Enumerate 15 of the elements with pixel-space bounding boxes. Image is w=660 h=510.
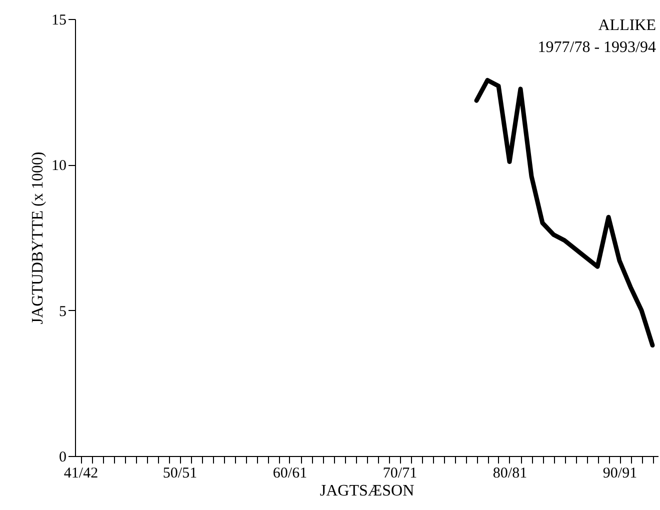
y-tick-label: 0	[59, 450, 66, 466]
y-tick-label: 15	[52, 12, 66, 28]
x-tick-label: 90/91	[602, 466, 638, 482]
x-tick-label: 70/71	[382, 466, 418, 482]
y-tick-label: 10	[52, 158, 66, 174]
y-tick-label: 5	[59, 304, 66, 320]
x-axis-title: JAGTSÆSON	[320, 482, 415, 500]
annotation: 1977/78 - 1993/94	[538, 39, 656, 56]
y-axis-title: JAGTUDBYTTE (x 1000)	[30, 152, 46, 324]
x-tick-label: 41/42	[64, 466, 98, 482]
x-tick-label: 50/51	[162, 466, 198, 482]
x-tick-label: 80/81	[492, 466, 528, 482]
line-series	[474, 78, 655, 348]
x-tick-label: 60/61	[272, 466, 308, 482]
annotation: ALLIKE	[598, 17, 656, 34]
